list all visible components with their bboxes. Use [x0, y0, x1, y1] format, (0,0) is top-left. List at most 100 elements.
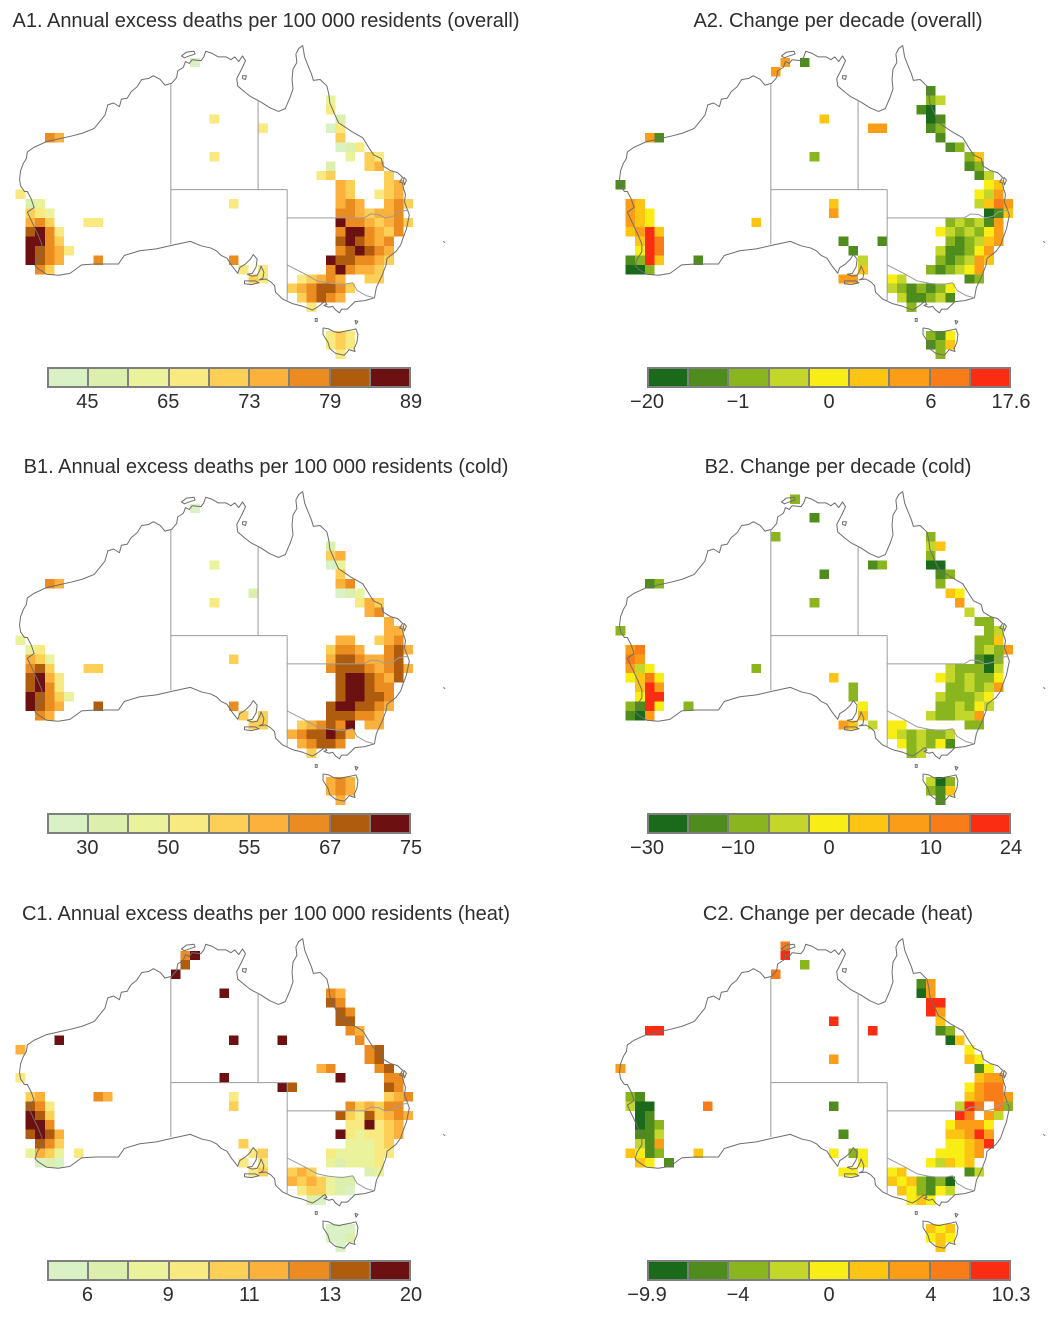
map-cell [644, 264, 655, 275]
map-cell [44, 1157, 55, 1168]
map-cell [974, 1101, 985, 1111]
map-cell [935, 710, 946, 721]
map-cell [384, 236, 394, 247]
map-cell [384, 227, 394, 237]
map-cell [364, 1148, 375, 1158]
map-cell [984, 170, 994, 181]
colorbar-labels-b1: 30 50 55 67 75 [47, 837, 422, 861]
map-cell [635, 1139, 645, 1149]
map-cell [355, 645, 365, 655]
map-cell [296, 1167, 307, 1177]
map-cell [654, 692, 665, 702]
map-cell [964, 701, 975, 711]
map-cell [374, 236, 385, 247]
map-cell [229, 701, 239, 711]
map-cell [102, 1092, 113, 1102]
map-cell [384, 170, 394, 181]
map-cell [644, 1157, 655, 1168]
map-cell [25, 1101, 36, 1111]
map-cell [955, 264, 965, 275]
map-cell [374, 654, 385, 664]
map-cell [993, 663, 1004, 674]
colorbar-segment [649, 1262, 690, 1279]
map-cell [35, 692, 45, 702]
map-cell [683, 701, 694, 711]
map-cell [44, 1101, 55, 1111]
map-cell [44, 264, 55, 275]
map-cell [15, 189, 26, 199]
map-cell [325, 739, 336, 749]
australia-map-c2 [606, 932, 1052, 1252]
map-cell [935, 1233, 946, 1243]
map-cell [984, 1120, 994, 1130]
map-cell [345, 1157, 356, 1168]
map-cell [355, 1129, 365, 1140]
colorbar-segment [209, 369, 251, 386]
map-cell [15, 635, 26, 645]
map-cell [345, 189, 356, 199]
map-cell [345, 1120, 356, 1130]
map-cell [654, 255, 665, 265]
map-cell [964, 1139, 975, 1149]
map-cell [955, 1110, 965, 1121]
map-cell [306, 739, 317, 749]
map-cell [993, 236, 1004, 247]
map-cell [1003, 645, 1014, 655]
map-cell [25, 255, 36, 265]
map-cell [625, 663, 636, 674]
map-cell [925, 264, 936, 275]
map-cell [925, 729, 936, 740]
map-cell [896, 1186, 907, 1196]
map-cell [403, 1110, 414, 1121]
map-cell [974, 217, 985, 228]
map-cell [702, 1101, 713, 1111]
map-cell [799, 57, 810, 68]
colorbar-segment [290, 815, 331, 832]
panel-c1-content: 6 9 11 13 20 [6, 932, 452, 1308]
map-cell [325, 95, 336, 105]
map-cell [896, 293, 907, 303]
map-cell [335, 189, 346, 199]
map-cell [384, 645, 394, 655]
panel-b2-content: −30 −10 0 10 24 [606, 485, 1052, 861]
map-cell [955, 227, 965, 237]
map-cell [984, 1129, 994, 1140]
map-cell [625, 710, 636, 721]
map-cell [25, 1120, 36, 1130]
map-cell [625, 217, 636, 228]
map-cell [316, 274, 326, 284]
map-cell [384, 663, 394, 674]
colorbar-tick-label: 10 [919, 837, 943, 859]
map-cell [896, 274, 907, 284]
map-cell [1003, 1092, 1014, 1102]
map-cell [945, 692, 956, 702]
map-cell [355, 1110, 365, 1121]
colorbar-segment [769, 815, 810, 832]
map-cell [374, 597, 385, 608]
map-cell [644, 710, 655, 721]
colorbar-segment [250, 815, 291, 832]
map-cell [635, 701, 645, 711]
map-cell [935, 1157, 946, 1168]
map-cell [306, 1186, 317, 1196]
map-cell [384, 208, 394, 218]
map-cell [955, 246, 965, 256]
map-cell [925, 988, 936, 998]
map-cell [925, 710, 936, 721]
map-cell [325, 560, 336, 570]
map-cell [974, 1082, 985, 1092]
map-cell [35, 682, 45, 693]
map-cell [654, 673, 665, 683]
map-cell [25, 208, 36, 218]
map-cell [355, 588, 365, 598]
map-cell [644, 227, 655, 237]
map-cell [35, 236, 45, 247]
map-cell [935, 1007, 946, 1017]
map-cell [964, 161, 975, 171]
map-cell [25, 654, 36, 664]
map-cell [935, 95, 946, 105]
map-cell [384, 654, 394, 664]
map-cell [364, 151, 375, 162]
map-cell [345, 1101, 356, 1111]
map-cell [393, 1120, 404, 1130]
